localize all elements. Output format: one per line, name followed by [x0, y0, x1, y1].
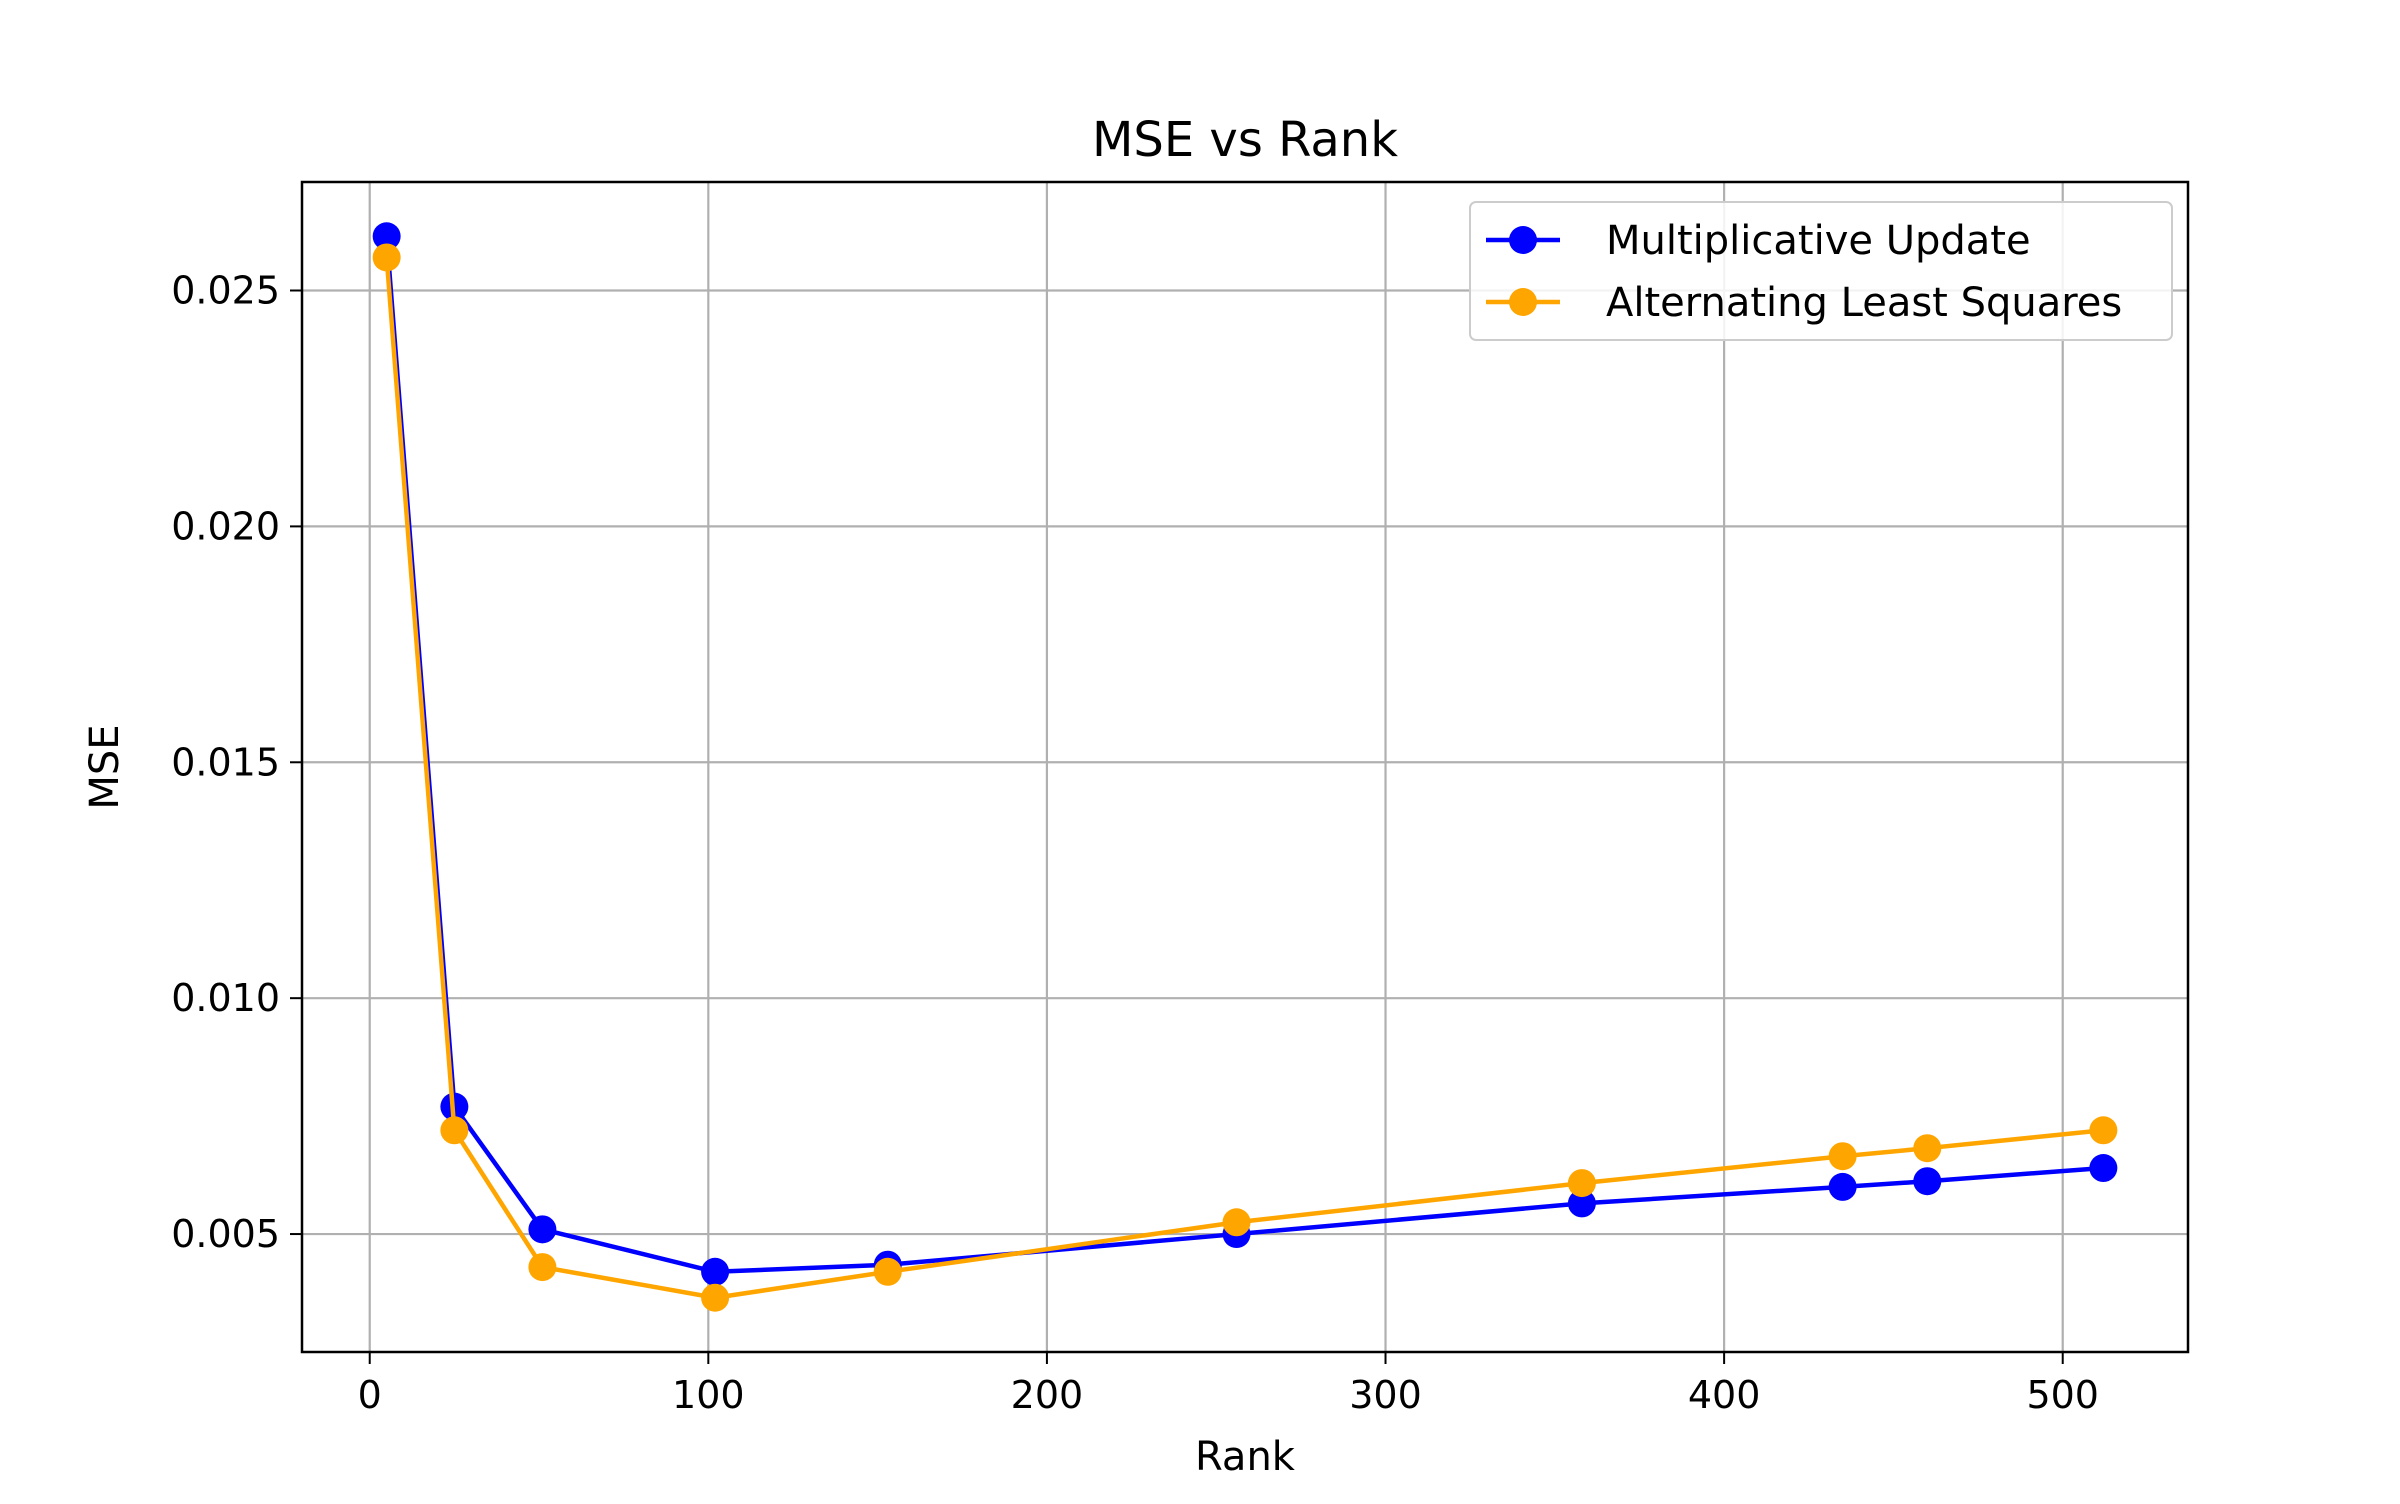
ticks: 0 100 200 300 400 500 0.005 0.010 0.015 0.020 0.02… [171, 269, 2099, 1417]
grid-lines [302, 182, 2188, 1352]
x-tick-label: 100 [672, 1373, 745, 1417]
y-tick-label: 0.015 [171, 740, 280, 784]
chart-title: MSE vs Rank [1092, 112, 1398, 168]
series-2-point [528, 1253, 557, 1282]
series-1-point [701, 1257, 730, 1286]
x-tick-label: 200 [1011, 1373, 1084, 1417]
series-1-point [528, 1215, 557, 1244]
series-2-point [1913, 1134, 1942, 1163]
series-2-point [701, 1283, 730, 1312]
legend: Multiplicative Update Alternating Least S… [1469, 201, 2173, 341]
series-1-point [2089, 1154, 2118, 1183]
y-tick-label: 0.010 [171, 976, 280, 1020]
series-2-point [1828, 1142, 1857, 1171]
series-2-point [440, 1116, 469, 1145]
series-2-point [372, 243, 401, 272]
x-axis-label: Rank [1195, 1434, 1296, 1480]
series-1-point [1567, 1189, 1596, 1218]
series-1-point [1828, 1172, 1857, 1201]
legend-marker-2 [1509, 288, 1537, 316]
x-tick-label: 0 [358, 1373, 382, 1417]
series-2-point [1567, 1169, 1596, 1198]
series-1-point [372, 222, 401, 251]
series-2-point [1222, 1208, 1251, 1237]
series-layer [372, 222, 2118, 1312]
y-tick-label: 0.005 [171, 1212, 280, 1256]
series-1-point [1913, 1167, 1942, 1196]
y-axis-label: MSE [82, 724, 128, 809]
series-line-1 [384, 236, 2104, 1275]
legend-box [1469, 201, 2173, 341]
y-tick-label: 0.020 [171, 504, 280, 548]
series-line-2 [384, 257, 2104, 1300]
series-2-point [873, 1257, 902, 1286]
y-tick-label: 0.025 [171, 269, 280, 313]
x-tick-label: 500 [2026, 1373, 2099, 1417]
axes-frame [300, 180, 2190, 1354]
legend-marker-1 [1509, 226, 1537, 254]
legend-label-1: Multiplicative Update [1606, 218, 2031, 264]
series-2-point [2089, 1116, 2118, 1145]
legend-label-2: Alternating Least Squares [1606, 280, 2122, 326]
x-tick-label: 400 [1688, 1373, 1761, 1417]
x-tick-label: 300 [1349, 1373, 1422, 1417]
